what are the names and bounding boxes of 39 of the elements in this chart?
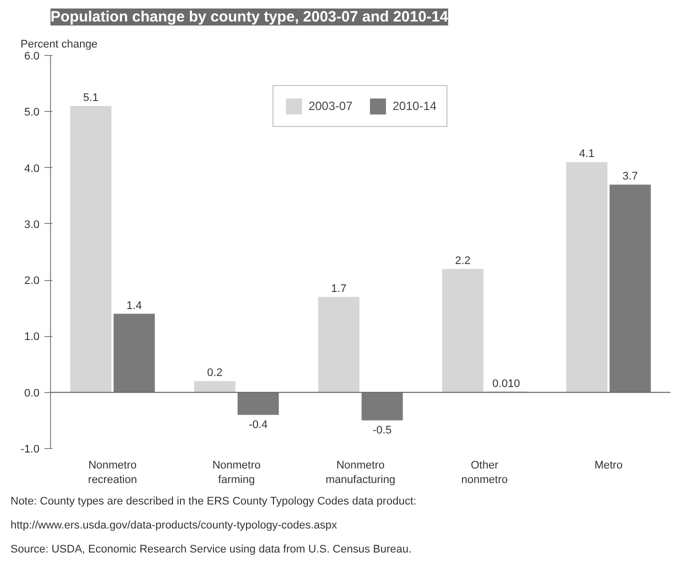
y-tick-label: 4.0 (24, 162, 40, 175)
data-label: 0.2 (207, 367, 222, 380)
text: Note: County types are described in the ERS County Typology Codes data product: (10, 496, 416, 508)
y-tick-label: 2.0 (24, 275, 40, 288)
chart-title: Population change by county type, 2003-07 and 2010-14 (50, 8, 449, 26)
data-label: 2.2 (455, 254, 470, 267)
data-label: 1.7 (331, 282, 346, 295)
data-label: 5.1 (83, 92, 98, 104)
data-label: 3.7 (622, 170, 638, 183)
bar (566, 162, 608, 392)
y-tick-label: 5.0 (24, 106, 40, 119)
bar (238, 392, 279, 415)
data-label: -0.4 (248, 418, 268, 431)
x-tick-label: Nonmetro recreation (88, 460, 137, 486)
data-label: 0.010 (492, 378, 520, 390)
source-note: Source: USDA, Economic Research Service using data from U.S. Census Bureau. (10, 544, 412, 556)
bar (70, 106, 112, 392)
bar (610, 184, 651, 392)
y-tick-label: 3.0 (24, 218, 40, 231)
text: http://www.ers.usda.gov/data-products/county-typology-codes.aspx (10, 520, 338, 532)
y-tick-label: -1.0 (20, 444, 40, 456)
data-label: 4.1 (579, 148, 594, 160)
y-axis-title: Percent change (20, 38, 98, 50)
x-tick-label: Nonmetro manufacturing (326, 460, 396, 486)
data-label: 1.4 (126, 300, 142, 312)
bar (114, 314, 155, 392)
legend-label: 2010-14 (392, 99, 437, 113)
legend-label: 2003-07 (308, 99, 352, 113)
y-tick-label: 1.0 (24, 331, 40, 344)
bar (442, 268, 484, 392)
bar (194, 381, 236, 392)
y-tick-label: 6.0 (24, 50, 40, 62)
bar (318, 296, 360, 392)
x-tick-label: Other nonmetro (461, 460, 508, 486)
y-tick-label: 0.0 (24, 387, 40, 400)
bar (362, 392, 403, 420)
data-label: -0.5 (372, 424, 392, 436)
x-tick-label: Metro (594, 460, 623, 472)
x-tick-label: Nonmetro farming (212, 460, 261, 486)
